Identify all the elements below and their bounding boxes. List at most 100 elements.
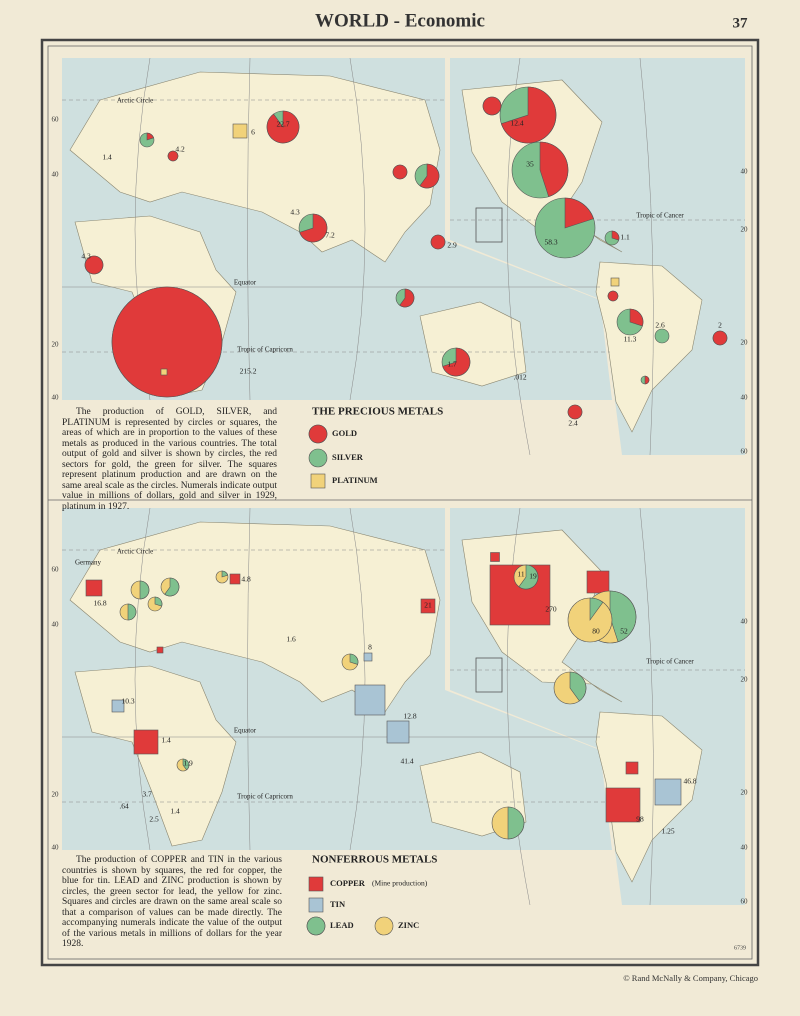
map-label: Germany (75, 559, 102, 567)
pie-sector (139, 580, 150, 600)
map-label: 4.2 (175, 145, 185, 154)
latitude-label: 60 (52, 566, 60, 574)
pie-sector (430, 234, 446, 250)
square-symbol (85, 579, 103, 597)
pie-sector (712, 330, 728, 346)
pie-sector (419, 163, 440, 189)
map-label: Tropic of Cancer (636, 212, 684, 220)
latitude-label: 40 (741, 618, 749, 626)
map-label: 1.9 (183, 759, 193, 768)
latitude-label: 40 (741, 168, 749, 176)
symbols (84, 86, 728, 936)
map-label: 11.3 (624, 335, 637, 344)
legend-title: THE PRECIOUS METALS (312, 406, 443, 418)
pie-circle (308, 448, 328, 468)
map-label: 7.2 (325, 231, 335, 240)
map-label: 4.8 (241, 575, 251, 584)
map-label: 1.6 (286, 635, 296, 644)
map-label: 21 (424, 601, 432, 610)
nonferrous-description: The production of COPPER and TIN in the … (62, 855, 282, 949)
map-label: 4.3 (81, 252, 91, 261)
map-label: 2.4 (568, 419, 578, 428)
map-label: 1.4 (102, 153, 112, 162)
latitude-label: 40 (741, 844, 749, 852)
legend-label: ZINC (398, 920, 419, 930)
map-label: Equator (234, 727, 257, 735)
pie-sector (154, 596, 163, 607)
latitude-label: 20 (741, 339, 749, 347)
map-label: 1.7 (447, 360, 457, 369)
square-symbol (308, 897, 324, 913)
latitude-label: 40 (52, 394, 60, 402)
square-symbol (605, 787, 641, 823)
pie-sector (564, 197, 594, 229)
map-label: Tropic of Cancer (646, 658, 694, 666)
map-label: .012 (513, 373, 526, 382)
pie-sector (629, 308, 644, 327)
map-label: Equator (234, 279, 257, 287)
map-label: 46.8 (683, 777, 696, 786)
pie-sector (569, 671, 587, 702)
map-label: .64 (119, 802, 129, 811)
legend-label: COPPER (330, 878, 366, 888)
square-symbol (654, 778, 682, 806)
latitude-label: 40 (52, 171, 60, 179)
pie-sector (84, 255, 104, 275)
map-label: 12.4 (510, 119, 523, 128)
square-symbol (156, 646, 164, 654)
map-label: 52 (620, 627, 628, 636)
legend-label: TIN (330, 899, 346, 909)
square-symbol (160, 368, 168, 376)
map-label: 2.9 (447, 241, 457, 250)
square-symbol (310, 473, 326, 489)
map-label: 1.4 (170, 807, 180, 816)
map-label: 58.3 (544, 238, 557, 247)
map-label: 8 (368, 643, 372, 652)
pie-sector (266, 110, 300, 144)
map-label: 12.8 (403, 712, 416, 721)
pie-sector (308, 424, 328, 444)
latitude-label: 20 (52, 341, 60, 349)
map-label: 41.4 (400, 757, 413, 766)
frame-inner (47, 45, 753, 960)
pie-sector (567, 404, 583, 420)
square-symbol (354, 684, 386, 716)
latitude-label: 40 (741, 394, 749, 402)
map-label: 22.7 (276, 120, 289, 129)
map-label: Arctic Circle (117, 97, 153, 105)
labels: Arctic Circle Equator Tropic of Capricorn T… (52, 97, 759, 983)
map-label: 3.7 (142, 790, 152, 799)
map-label: 10.3 (121, 697, 134, 706)
map-label: 1.1 (620, 233, 630, 242)
map-label: Tropic of Capricorn (237, 793, 293, 801)
legend-label: SILVER (332, 452, 364, 462)
pie-sector (644, 375, 650, 385)
square-symbol (232, 123, 248, 139)
pie-sector (589, 597, 604, 621)
page-number: 37 (733, 15, 749, 31)
latitude-label: 20 (741, 226, 749, 234)
pie-sector (164, 577, 180, 597)
latitude-label: 60 (741, 448, 749, 456)
square-symbol (420, 598, 436, 614)
pie-sector (349, 653, 359, 665)
square-symbol (490, 552, 500, 562)
latitude-label: 40 (52, 621, 60, 629)
latitude-label: 20 (741, 676, 749, 684)
square-symbol (308, 876, 324, 892)
latitude-label: 60 (52, 116, 60, 124)
pie-sector (221, 570, 229, 578)
plate-code: 6739 (734, 945, 746, 951)
page-title: WORLD - Economic (315, 10, 485, 31)
map-label: 2 (718, 321, 722, 330)
pie-sector (299, 213, 328, 243)
map-label: 6 (251, 128, 255, 137)
square-symbol (610, 277, 620, 287)
map-label: 98 (636, 815, 644, 824)
pie-sector (146, 132, 155, 141)
square-symbol (363, 652, 373, 662)
map-label: 1.4 (161, 736, 171, 745)
pie-sector (127, 603, 137, 621)
